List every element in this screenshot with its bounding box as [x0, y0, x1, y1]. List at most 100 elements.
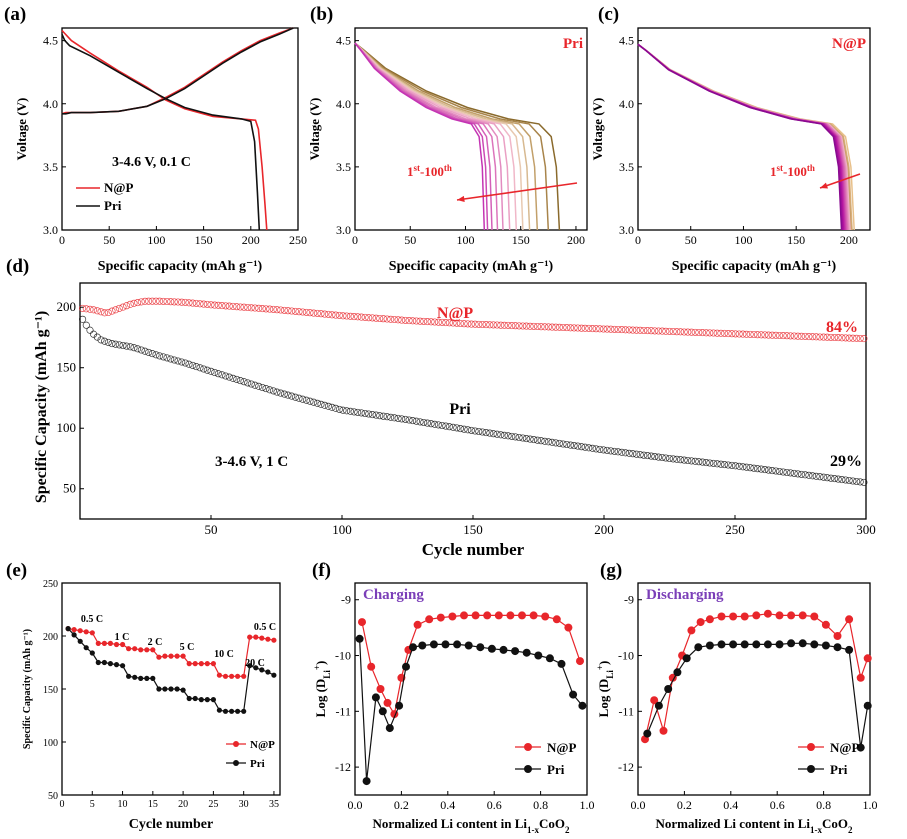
- arrow-label: 1st-100th: [770, 163, 815, 179]
- plot-frame: [354, 582, 588, 796]
- data-point-np: [368, 314, 376, 322]
- data-point-np: [284, 307, 292, 315]
- x-tick-label: 100: [456, 233, 474, 247]
- data-point-pri: [101, 337, 109, 345]
- data-point-pri: [269, 387, 277, 395]
- data-point-np: [610, 325, 619, 333]
- data-point-pri: [750, 464, 758, 472]
- y-tick-label: -10: [335, 649, 351, 663]
- data-point-pri: [500, 431, 508, 439]
- data-point-pri: [368, 411, 376, 419]
- data-point: [687, 626, 696, 635]
- y-tick-label: 50: [48, 791, 58, 802]
- legend-marker: [524, 743, 532, 751]
- x-tick-label: 300: [856, 522, 876, 537]
- x-tick-label: 0.8: [533, 798, 548, 812]
- data-point-np: [508, 322, 516, 330]
- x-tick-label: 100: [332, 522, 352, 537]
- data-point: [216, 672, 222, 678]
- series-label-pri: Pri: [449, 401, 471, 418]
- y-axis-label-part: Log (D: [313, 679, 328, 718]
- plot-frame: [637, 582, 871, 796]
- data-point: [659, 726, 668, 735]
- data-point: [265, 669, 271, 675]
- data-point-np: [262, 305, 270, 313]
- data-point: [511, 647, 520, 656]
- data-point-pri: [376, 412, 384, 420]
- discharge-curve: [637, 43, 847, 231]
- data-point: [144, 675, 150, 682]
- data-point-pri: [383, 413, 391, 421]
- data-point-np: [522, 322, 530, 330]
- y-axis-label: Specific Capacity (mAh g⁻¹): [33, 311, 50, 503]
- data-point-np: [398, 316, 406, 324]
- data-point: [186, 695, 192, 702]
- data-point-np: [757, 331, 765, 339]
- discharge-curve: [354, 42, 486, 231]
- data-point-pri: [86, 326, 94, 334]
- data-point-pri: [853, 477, 861, 486]
- data-point: [192, 695, 198, 702]
- data-point-np: [222, 302, 230, 310]
- data-point-pri: [522, 435, 530, 443]
- panel-a: (a) 0 50 100 150 200 250 3.0 3.5 4.0 4.5 Specific c…: [4, 4, 307, 274]
- data-point: [845, 645, 854, 654]
- data-point: [821, 620, 830, 629]
- legend-marker: [807, 743, 815, 751]
- data-point-pri: [258, 383, 266, 392]
- data-point-np: [680, 328, 688, 336]
- data-point-np: [559, 323, 567, 332]
- data-point-pri: [306, 397, 314, 405]
- y-axis-label: Specific Capacity (mAh g⁻¹): [22, 629, 33, 749]
- data-point-pri: [629, 450, 637, 458]
- data-point-pri: [321, 401, 329, 409]
- data-point: [383, 698, 392, 707]
- discharge-curve: [637, 43, 848, 231]
- data-point-pri: [134, 345, 142, 353]
- data-point: [271, 672, 277, 678]
- data-point-pri: [555, 439, 564, 447]
- data-point-np: [137, 298, 145, 306]
- data-point-pri: [324, 402, 332, 410]
- x-tick-label: 25: [208, 799, 218, 810]
- data-point: [775, 640, 784, 649]
- data-point-np: [695, 328, 703, 337]
- data-point-np: [93, 307, 101, 315]
- data-point-pri: [211, 368, 219, 377]
- data-point: [541, 612, 550, 621]
- data-point-np: [588, 325, 597, 333]
- data-point-np: [629, 326, 637, 334]
- data-point-pri: [794, 470, 802, 478]
- data-point-pri: [225, 373, 233, 381]
- data-point-np: [240, 303, 248, 311]
- data-point-pri: [104, 338, 112, 346]
- data-point-pri: [717, 460, 725, 468]
- data-point-np: [383, 315, 391, 323]
- data-point-np: [849, 334, 857, 342]
- data-point: [552, 615, 561, 624]
- data-point-pri: [860, 478, 868, 486]
- data-point-pri: [511, 433, 519, 441]
- data-point-np: [761, 331, 769, 339]
- data-point-np: [794, 332, 802, 340]
- data-point-np: [775, 331, 784, 340]
- data-point-np: [324, 310, 332, 318]
- data-point-np: [233, 303, 241, 311]
- data-point-np: [706, 329, 714, 337]
- data-point-pri: [797, 470, 806, 478]
- data-point: [487, 644, 496, 653]
- data-point-np: [717, 329, 725, 337]
- data-point: [569, 690, 578, 699]
- y-tick-label: 4.5: [43, 34, 58, 48]
- data-point: [204, 661, 210, 667]
- panel-label: (d): [6, 256, 29, 277]
- data-point: [156, 654, 162, 660]
- data-point-np: [156, 297, 164, 305]
- data-point: [150, 675, 156, 682]
- trend-arrow-head: [457, 195, 465, 203]
- annotation: 3-4.6 V, 1 C: [215, 454, 288, 470]
- y-tick-label: 150: [57, 360, 77, 375]
- x-axis-label-part: 2: [848, 825, 853, 835]
- data-point-pri: [706, 459, 714, 467]
- data-point: [95, 640, 101, 647]
